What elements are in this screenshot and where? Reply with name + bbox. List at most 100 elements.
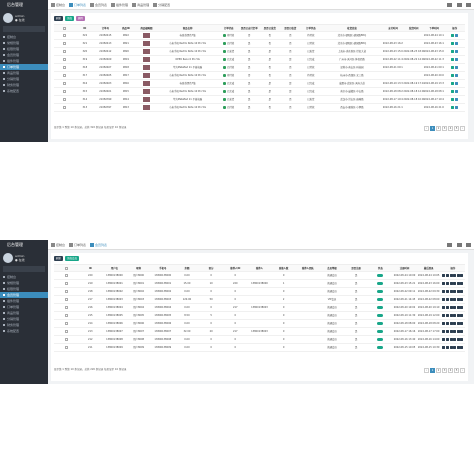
fullscreen-icon[interactable]	[457, 3, 462, 7]
add-button[interactable]: 添加	[65, 16, 75, 21]
row-checkbox[interactable]	[64, 330, 68, 333]
row-checkbox[interactable]	[62, 98, 66, 101]
action-button[interactable]	[453, 290, 457, 293]
table-row[interactable]: 218 13800138002 用户8002 13800138002 0.00 0 0 0 普通…	[54, 288, 465, 296]
page-button[interactable]: 4	[448, 367, 453, 373]
action-button[interactable]	[460, 322, 464, 325]
action-button[interactable]	[456, 338, 460, 341]
avatar[interactable]	[3, 13, 13, 23]
row-checkbox[interactable]	[64, 274, 68, 277]
sidebar-item[interactable]: 常规管理	[0, 280, 48, 286]
table-row[interactable]: 215 13800138005 用户8005 13800138005 8.50 5 0 0 普通…	[54, 312, 465, 320]
action-button[interactable]	[453, 274, 457, 277]
tab[interactable]: 控制台	[51, 242, 65, 247]
sidebar-item[interactable]: 控制台	[0, 274, 48, 280]
action-button[interactable]	[460, 338, 464, 341]
action-button[interactable]	[442, 282, 446, 285]
sidebar-item[interactable]: 财务管理	[0, 322, 48, 328]
row-checkbox[interactable]	[62, 58, 66, 61]
table-row[interactable]: 315 21082401 9815 小米手机 Redmi Note 10 Pro 5G…	[54, 88, 465, 96]
delete-button[interactable]	[454, 58, 458, 61]
edit-button[interactable]	[451, 58, 455, 61]
column-header[interactable]: 手机号	[159, 267, 167, 270]
column-header[interactable]: ID	[83, 27, 87, 30]
column-header[interactable]: 收货信息	[347, 27, 357, 30]
column-header[interactable]: 商品ID	[122, 27, 130, 30]
action-button[interactable]	[445, 298, 449, 301]
action-button[interactable]	[442, 314, 446, 317]
column-header[interactable]: 是否已发货	[263, 27, 276, 30]
tab[interactable]: 订单列表	[69, 2, 86, 7]
table-row[interactable]: 313 21082397 9813 小米手机 Redmi Note 10 Pro 5G…	[54, 104, 465, 112]
row-checkbox[interactable]	[62, 50, 66, 53]
action-button[interactable]	[453, 298, 457, 301]
row-checkbox[interactable]	[62, 34, 66, 37]
page-button[interactable]: ‹	[424, 125, 429, 131]
action-button[interactable]	[460, 330, 464, 333]
table-row[interactable]: 219 13800138001 用户8001 13800138001 15.00 10 22…	[54, 280, 465, 288]
sidebar-item[interactable]: 系统配置	[0, 88, 48, 94]
action-button[interactable]	[442, 274, 446, 277]
column-header[interactable]	[54, 265, 78, 271]
action-button[interactable]	[449, 322, 453, 325]
status-toggle[interactable]	[377, 346, 384, 349]
sidebar-item[interactable]: 会员管理	[0, 52, 48, 58]
action-button[interactable]	[449, 274, 453, 277]
row-checkbox[interactable]	[62, 82, 66, 85]
table-row[interactable]: 317 21082405 9817 小米手机 Redmi Note 10 Pro 5G…	[54, 72, 465, 80]
sidebar-item[interactable]: 插件管理	[0, 298, 48, 304]
sidebar-item[interactable]: 订单管理	[0, 64, 48, 70]
column-header[interactable]: 昵称	[136, 267, 141, 270]
action-button[interactable]	[453, 314, 457, 317]
table-row[interactable]: 316 21082403 9816 标准款黑色T恤 已完成 是 是 是 已完成 成都市-武侯区-…	[54, 80, 465, 88]
status-toggle[interactable]	[377, 338, 384, 341]
status-toggle[interactable]	[377, 282, 384, 285]
action-button[interactable]	[460, 298, 464, 301]
select-all-checkbox[interactable]	[62, 27, 66, 30]
action-button[interactable]	[453, 306, 457, 309]
sidebar-item[interactable]: 会员管理	[0, 292, 48, 298]
action-button[interactable]	[442, 290, 446, 293]
page-button[interactable]: 2	[436, 125, 441, 131]
action-button[interactable]	[442, 306, 446, 309]
user-menu-icon[interactable]	[466, 243, 471, 247]
delete-button[interactable]	[454, 50, 458, 53]
action-button[interactable]	[456, 290, 460, 293]
action-button[interactable]	[445, 282, 449, 285]
page-button[interactable]: ›	[460, 367, 465, 373]
row-checkbox[interactable]	[62, 90, 66, 93]
page-button[interactable]: 1	[430, 125, 435, 131]
action-button[interactable]	[456, 306, 460, 309]
action-button[interactable]	[445, 290, 449, 293]
sidebar-item[interactable]: 商品管理	[0, 310, 48, 316]
action-button[interactable]	[456, 346, 460, 349]
column-header[interactable]: 是否已支付定单	[240, 27, 258, 30]
tab[interactable]: 会员列表	[90, 2, 107, 7]
refresh-button[interactable]: 刷新	[54, 256, 64, 261]
page-button[interactable]: 3	[442, 125, 447, 131]
edit-button[interactable]	[451, 42, 455, 45]
column-header[interactable]: 操作	[452, 27, 458, 30]
sidebar-item[interactable]: 权限管理	[0, 46, 48, 52]
refresh-icon[interactable]	[447, 243, 452, 247]
delete-button[interactable]	[454, 42, 458, 45]
action-button[interactable]	[445, 338, 449, 341]
action-button[interactable]	[449, 282, 453, 285]
row-checkbox[interactable]	[64, 306, 68, 309]
column-header[interactable]: 积分	[208, 267, 214, 270]
row-checkbox[interactable]	[64, 338, 68, 341]
page-button[interactable]: 4	[448, 125, 453, 131]
delete-button[interactable]	[454, 82, 458, 85]
tab[interactable]: 会员列表	[90, 242, 107, 247]
action-button[interactable]	[445, 330, 449, 333]
column-header[interactable]: 是否注册	[351, 267, 361, 270]
delete-button[interactable]	[454, 106, 458, 109]
action-button[interactable]	[449, 314, 453, 317]
action-button[interactable]	[456, 330, 460, 333]
column-header[interactable]: 操作	[450, 267, 456, 270]
action-button[interactable]	[456, 282, 460, 285]
action-button[interactable]	[445, 314, 449, 317]
column-header[interactable]: 推荐人ID	[230, 267, 241, 270]
sidebar-item[interactable]: 分销管理	[0, 316, 48, 322]
sidebar-item[interactable]: 订单管理	[0, 304, 48, 310]
